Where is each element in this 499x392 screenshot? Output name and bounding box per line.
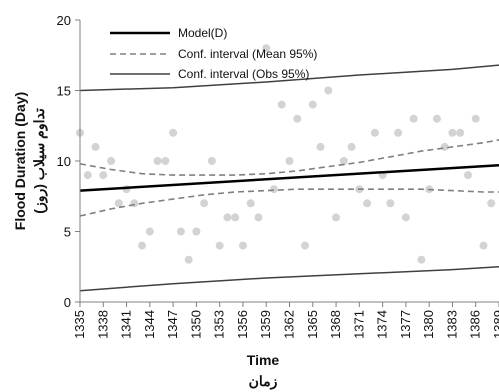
data-point — [130, 199, 139, 208]
x-tick-label: 1353 — [212, 310, 227, 339]
mean-ci-upper-line — [79, 139, 499, 176]
data-point — [145, 227, 154, 236]
data-point — [246, 199, 255, 208]
data-point — [161, 157, 170, 165]
data-point — [184, 255, 193, 264]
data-point — [200, 199, 209, 208]
data-point — [432, 114, 441, 123]
data-point — [91, 142, 100, 151]
x-tick-label: 1374 — [375, 310, 390, 339]
data-point — [339, 157, 348, 165]
data-point — [114, 199, 123, 208]
x-tick-label: 1371 — [351, 310, 366, 339]
data-point — [487, 199, 496, 208]
data-point — [347, 142, 356, 151]
legend-label: Conf. interval (Mean 95%) — [178, 47, 317, 61]
data-point — [138, 241, 147, 250]
x-tick-label: 1347 — [165, 310, 180, 339]
x-tick-label: 1377 — [398, 310, 413, 339]
data-point — [301, 241, 310, 250]
data-point — [471, 114, 480, 123]
y-axis-title: Flood Duration (Day) — [12, 92, 28, 230]
obs-ci-lower-line — [79, 266, 499, 292]
data-point — [153, 157, 162, 165]
data-point — [269, 185, 278, 194]
x-tick-label: 1350 — [188, 310, 203, 339]
data-point — [324, 86, 333, 95]
data-point — [254, 213, 263, 222]
data-point — [192, 227, 201, 236]
data-point — [448, 128, 457, 137]
x-axis-title-secondary: زمان — [249, 373, 278, 390]
model-line — [79, 163, 499, 192]
data-point — [386, 199, 395, 208]
data-point — [456, 128, 465, 137]
y-tick-label: 5 — [64, 225, 71, 240]
data-point — [394, 128, 403, 137]
x-tick-label: 1368 — [328, 310, 343, 339]
data-point — [99, 171, 108, 180]
x-tick-label: 1335 — [72, 310, 87, 339]
y-axis-title-secondary: تداوم سیلاب (روز) — [31, 108, 48, 214]
data-point — [463, 171, 472, 180]
x-tick-label: 1344 — [142, 310, 157, 339]
mean-ci-lower-line — [79, 188, 499, 217]
data-point — [107, 157, 116, 165]
data-point — [332, 213, 341, 222]
y-tick-label: 10 — [57, 154, 71, 169]
data-point — [308, 100, 317, 109]
data-point — [285, 157, 294, 165]
x-tick-label: 1365 — [305, 310, 320, 339]
data-point — [316, 142, 325, 151]
data-point — [363, 199, 372, 208]
data-point — [207, 157, 216, 165]
y-tick-label: 0 — [64, 295, 71, 310]
x-tick-label: 1380 — [421, 310, 436, 339]
x-axis-title: Time — [247, 352, 280, 368]
x-tick-label: 1356 — [235, 310, 250, 339]
data-point — [231, 213, 240, 222]
x-tick-label: 1386 — [468, 310, 483, 339]
data-point — [169, 128, 178, 137]
legend-label: Model(D) — [178, 26, 227, 40]
y-tick-label: 15 — [57, 84, 71, 99]
data-point — [277, 100, 286, 109]
x-tick-label: 1359 — [258, 310, 273, 339]
data-point — [238, 241, 247, 250]
data-point — [262, 44, 271, 53]
legend-label: Conf. interval (Obs 95%) — [178, 67, 309, 81]
data-point — [409, 114, 418, 123]
x-tick-label: 1338 — [95, 310, 110, 339]
data-point — [223, 213, 232, 222]
obs-ci-upper-line — [79, 64, 499, 92]
data-point — [370, 128, 379, 137]
x-tick-label: 1383 — [444, 310, 459, 339]
data-point — [215, 241, 224, 250]
data-point — [401, 213, 410, 222]
data-point — [479, 241, 488, 250]
x-tick-label: 1389 — [491, 310, 499, 339]
data-point — [83, 171, 92, 180]
y-tick-label: 20 — [57, 13, 71, 28]
x-tick-label: 1362 — [282, 310, 297, 339]
data-point — [293, 114, 302, 123]
x-tick-label: 1341 — [119, 310, 134, 339]
data-point — [176, 227, 185, 236]
data-point — [417, 255, 426, 264]
